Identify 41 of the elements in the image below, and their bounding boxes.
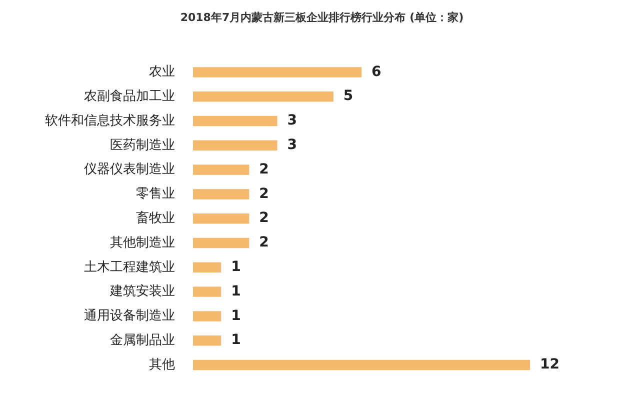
- bar: [193, 91, 334, 102]
- data-label: 5: [343, 88, 354, 104]
- bar: [193, 360, 530, 370]
- y-tick-label: 建筑安装业: [109, 283, 175, 300]
- data-label: 6: [372, 64, 382, 80]
- bar: [193, 189, 250, 200]
- data-label: 1: [231, 283, 241, 300]
- y-tick-label: 其他: [149, 357, 175, 372]
- y-tick-label: 土木工程建筑业: [84, 260, 175, 275]
- data-label: 2: [259, 186, 269, 202]
- y-tick-label: 医药制造业: [110, 138, 175, 153]
- data-label: 2: [259, 161, 269, 178]
- y-tick-label: 通用设备制造业: [84, 308, 175, 324]
- bar: [193, 238, 250, 248]
- y-tick-label: 软件和信息技术服务业: [45, 113, 175, 128]
- data-label: 1: [231, 332, 241, 348]
- y-tick-label: 农副食品加工业: [84, 88, 175, 104]
- data-label: 3: [287, 112, 297, 129]
- bar: [193, 213, 250, 224]
- y-tick-label: 仪器仪表制造业: [84, 162, 175, 178]
- y-tick-label: 零售业: [136, 186, 175, 202]
- data-label: 12: [540, 356, 560, 373]
- bar: [193, 262, 222, 273]
- data-label: 2: [259, 210, 269, 226]
- bar: [193, 311, 222, 322]
- chart-title: 2018年7月内蒙古新三板企业排行榜行业分布: [180, 11, 406, 24]
- bar: [193, 164, 250, 175]
- y-tick-label: 畜牧业: [136, 210, 175, 226]
- data-label: 1: [231, 259, 241, 276]
- data-label: 3: [287, 137, 297, 154]
- bar: [193, 286, 222, 297]
- y-tick-label: 金属制品业: [110, 332, 175, 348]
- bar: [193, 67, 362, 78]
- y-tick-label: 其他制造业: [110, 235, 175, 250]
- bar: [193, 140, 278, 151]
- data-label: 2: [259, 234, 269, 251]
- bar: [193, 116, 278, 126]
- chart-subtitle: (单位：家): [410, 11, 464, 24]
- y-tick-label: 农业: [149, 64, 175, 80]
- data-label: 1: [231, 308, 241, 324]
- bar: [193, 335, 222, 346]
